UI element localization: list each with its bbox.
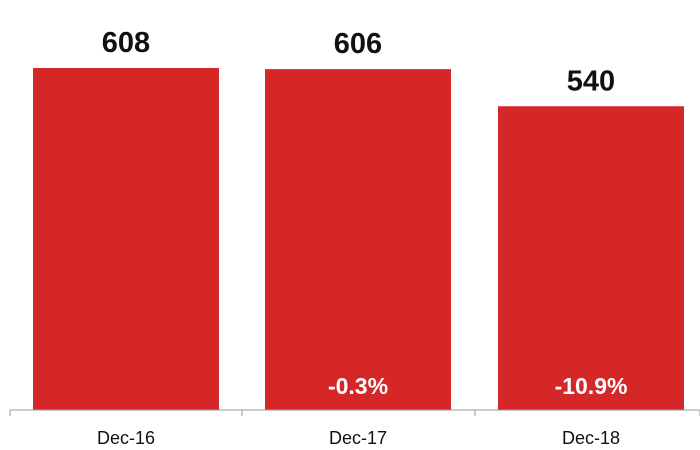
bar-dec-18 xyxy=(498,106,684,410)
bars-group xyxy=(33,68,684,410)
bar-value-label: 540 xyxy=(567,65,615,97)
x-tick-label: Dec-17 xyxy=(329,428,387,448)
bar-dec-16 xyxy=(33,68,219,410)
bar-change-label: -0.3% xyxy=(328,373,388,399)
x-axis-ticks: Dec-16 Dec-17 Dec-18 xyxy=(9,410,700,448)
bar-change-label: -10.9% xyxy=(555,373,628,399)
x-tick-label: Dec-16 xyxy=(97,428,155,448)
x-tick-label: Dec-18 xyxy=(562,428,620,448)
labels-group: 608 606 -0.3% 540 -10.9% xyxy=(102,27,628,399)
bar-dec-17 xyxy=(265,69,451,410)
bar-value-label: 608 xyxy=(102,27,150,59)
bar-value-label: 606 xyxy=(334,28,382,60)
